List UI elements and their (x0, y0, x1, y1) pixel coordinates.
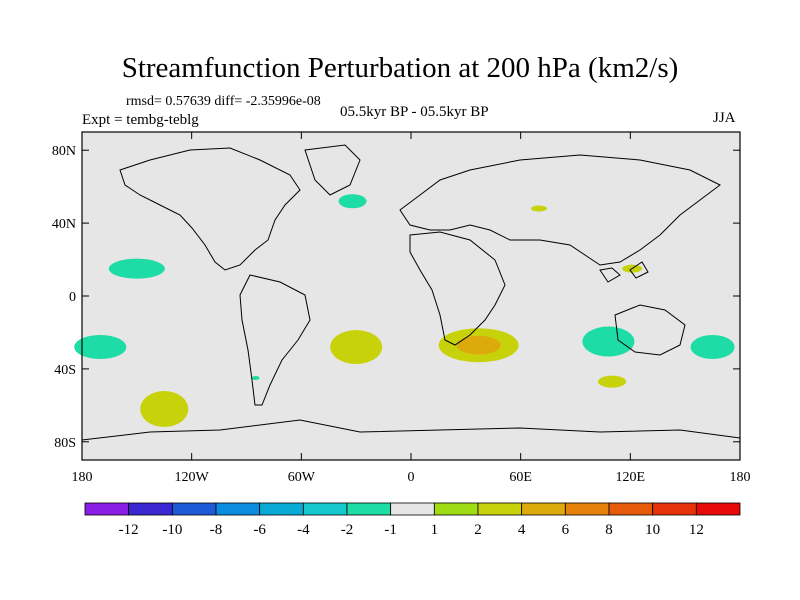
colorbar-box (608, 502, 654, 516)
lat-label: 80S (54, 436, 76, 451)
colorbar-labels: -12 -10 -8 -6 -4 -2 -1 1 2 4 6 8 10 12 (119, 522, 704, 538)
colorbar-label: 12 (689, 522, 704, 538)
coast-australia (614, 304, 686, 356)
colorbar-box (215, 502, 261, 516)
coast-greenland (304, 144, 361, 196)
colorbar-box (564, 502, 610, 516)
colorbar-boxes (84, 502, 741, 516)
contour-region-core (456, 335, 501, 355)
coast-south-america (239, 274, 311, 406)
season-label: JJA (713, 110, 736, 126)
lat-label: 80N (52, 144, 76, 159)
colorbar-label: 6 (562, 522, 570, 538)
colorbar-label: 8 (605, 522, 613, 538)
contour-region (690, 335, 735, 360)
coast-islands-2 (629, 261, 649, 279)
coast-eurasia (399, 154, 721, 266)
colorbar-box (652, 502, 697, 516)
colorbar-box (259, 502, 304, 516)
coast-north-america (119, 147, 301, 271)
contour-region (108, 258, 165, 279)
colorbar-box (346, 502, 392, 516)
period-label: 05.5kyr BP - 05.5kyr BP (340, 104, 489, 120)
contour-region (74, 335, 127, 360)
latitude-axis: 80N 40N 0 40S 80S (52, 144, 740, 451)
longitude-axis: 180 120W 60W 0 60E 120E 180 (72, 132, 751, 485)
colorbar-box (302, 502, 348, 516)
colorbar-box (521, 502, 566, 516)
lat-label: 40N (52, 217, 76, 232)
lon-label: 180 (72, 470, 93, 485)
colorbar-label: -4 (297, 522, 310, 538)
coast-islands (599, 267, 621, 283)
experiment-label: Expt = tembg-teblg (82, 112, 199, 128)
contour-region (338, 194, 367, 209)
colorbar-box (390, 502, 435, 516)
lon-label: 60E (509, 470, 532, 485)
coastlines (81, 144, 741, 441)
colorbar-label: 10 (645, 522, 660, 538)
colorbar-label: -12 (119, 522, 139, 538)
colorbar-box (171, 502, 217, 516)
contour-region (582, 326, 635, 357)
contour-regions (74, 194, 735, 427)
colorbar-label: -10 (162, 522, 182, 538)
lon-label: 180 (730, 470, 751, 485)
colorbar-label: -8 (210, 522, 223, 538)
lon-label: 120E (616, 470, 646, 485)
colorbar-box (128, 502, 173, 516)
coast-antarctica (81, 419, 741, 441)
coast-africa (409, 231, 506, 346)
colorbar-label: 2 (474, 522, 482, 538)
lat-label: 0 (69, 290, 76, 305)
colorbar-label: 1 (431, 522, 439, 538)
lat-label: 40S (54, 363, 76, 378)
lon-label: 0 (408, 470, 415, 485)
plot-title: Streamfunction Perturbation at 200 hPa (… (121, 52, 679, 84)
colorbar-box (84, 502, 130, 516)
lon-label: 120W (175, 470, 210, 485)
contour-region (530, 205, 547, 212)
colorbar-box (477, 502, 523, 516)
colorbar-box (695, 502, 741, 516)
colorbar-box (433, 502, 479, 516)
map-background (82, 132, 740, 460)
contour-region (251, 376, 260, 380)
colorbar-label: -1 (384, 522, 397, 538)
colorbar-label: 4 (518, 522, 526, 538)
colorbar-label: -6 (253, 522, 266, 538)
colorbar-label: -2 (341, 522, 354, 538)
contour-region (140, 390, 189, 427)
contour-region (598, 375, 627, 388)
lon-label: 60W (288, 470, 316, 485)
contour-region (330, 330, 383, 365)
stats-text: rmsd= 0.57639 diff= -2.35996e-08 (126, 94, 321, 109)
